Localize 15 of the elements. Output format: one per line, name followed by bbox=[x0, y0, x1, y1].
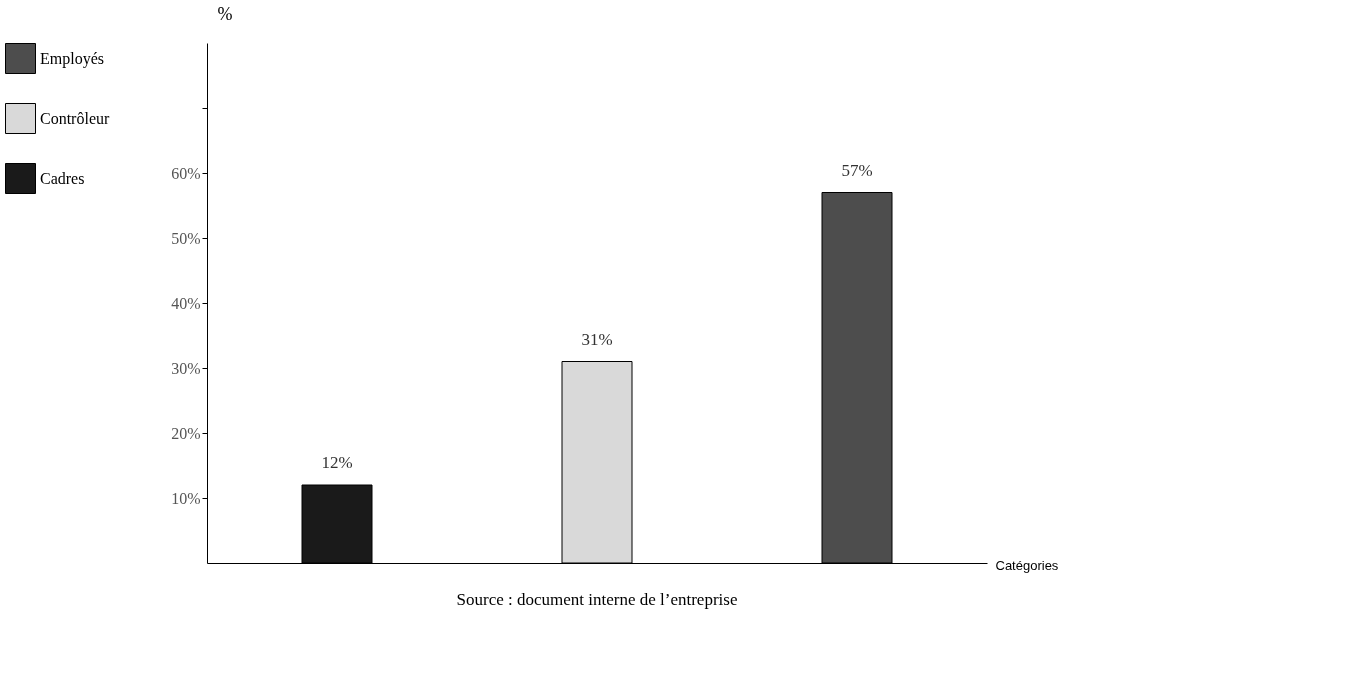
y-tick-label: 40% bbox=[171, 294, 201, 312]
data-label: 12% bbox=[321, 453, 353, 472]
legend-label: Cadres bbox=[40, 169, 85, 187]
y-tick-label: 10% bbox=[171, 489, 201, 507]
y-axis-title: % bbox=[217, 3, 233, 24]
y-tick-label: 50% bbox=[171, 229, 201, 247]
data-label: 31% bbox=[581, 329, 613, 349]
data-label: 57% bbox=[841, 160, 873, 180]
x-axis-title: Catégories bbox=[995, 557, 1059, 573]
y-tick-label: 20% bbox=[171, 424, 201, 442]
y-tick-label: 60% bbox=[171, 164, 201, 182]
y-tick-label: 30% bbox=[171, 359, 201, 377]
legend-label: Contrôleur bbox=[40, 109, 110, 127]
source-note: Source : document interne de l’entreprise bbox=[456, 590, 738, 609]
legend-label: Employés bbox=[40, 49, 104, 68]
